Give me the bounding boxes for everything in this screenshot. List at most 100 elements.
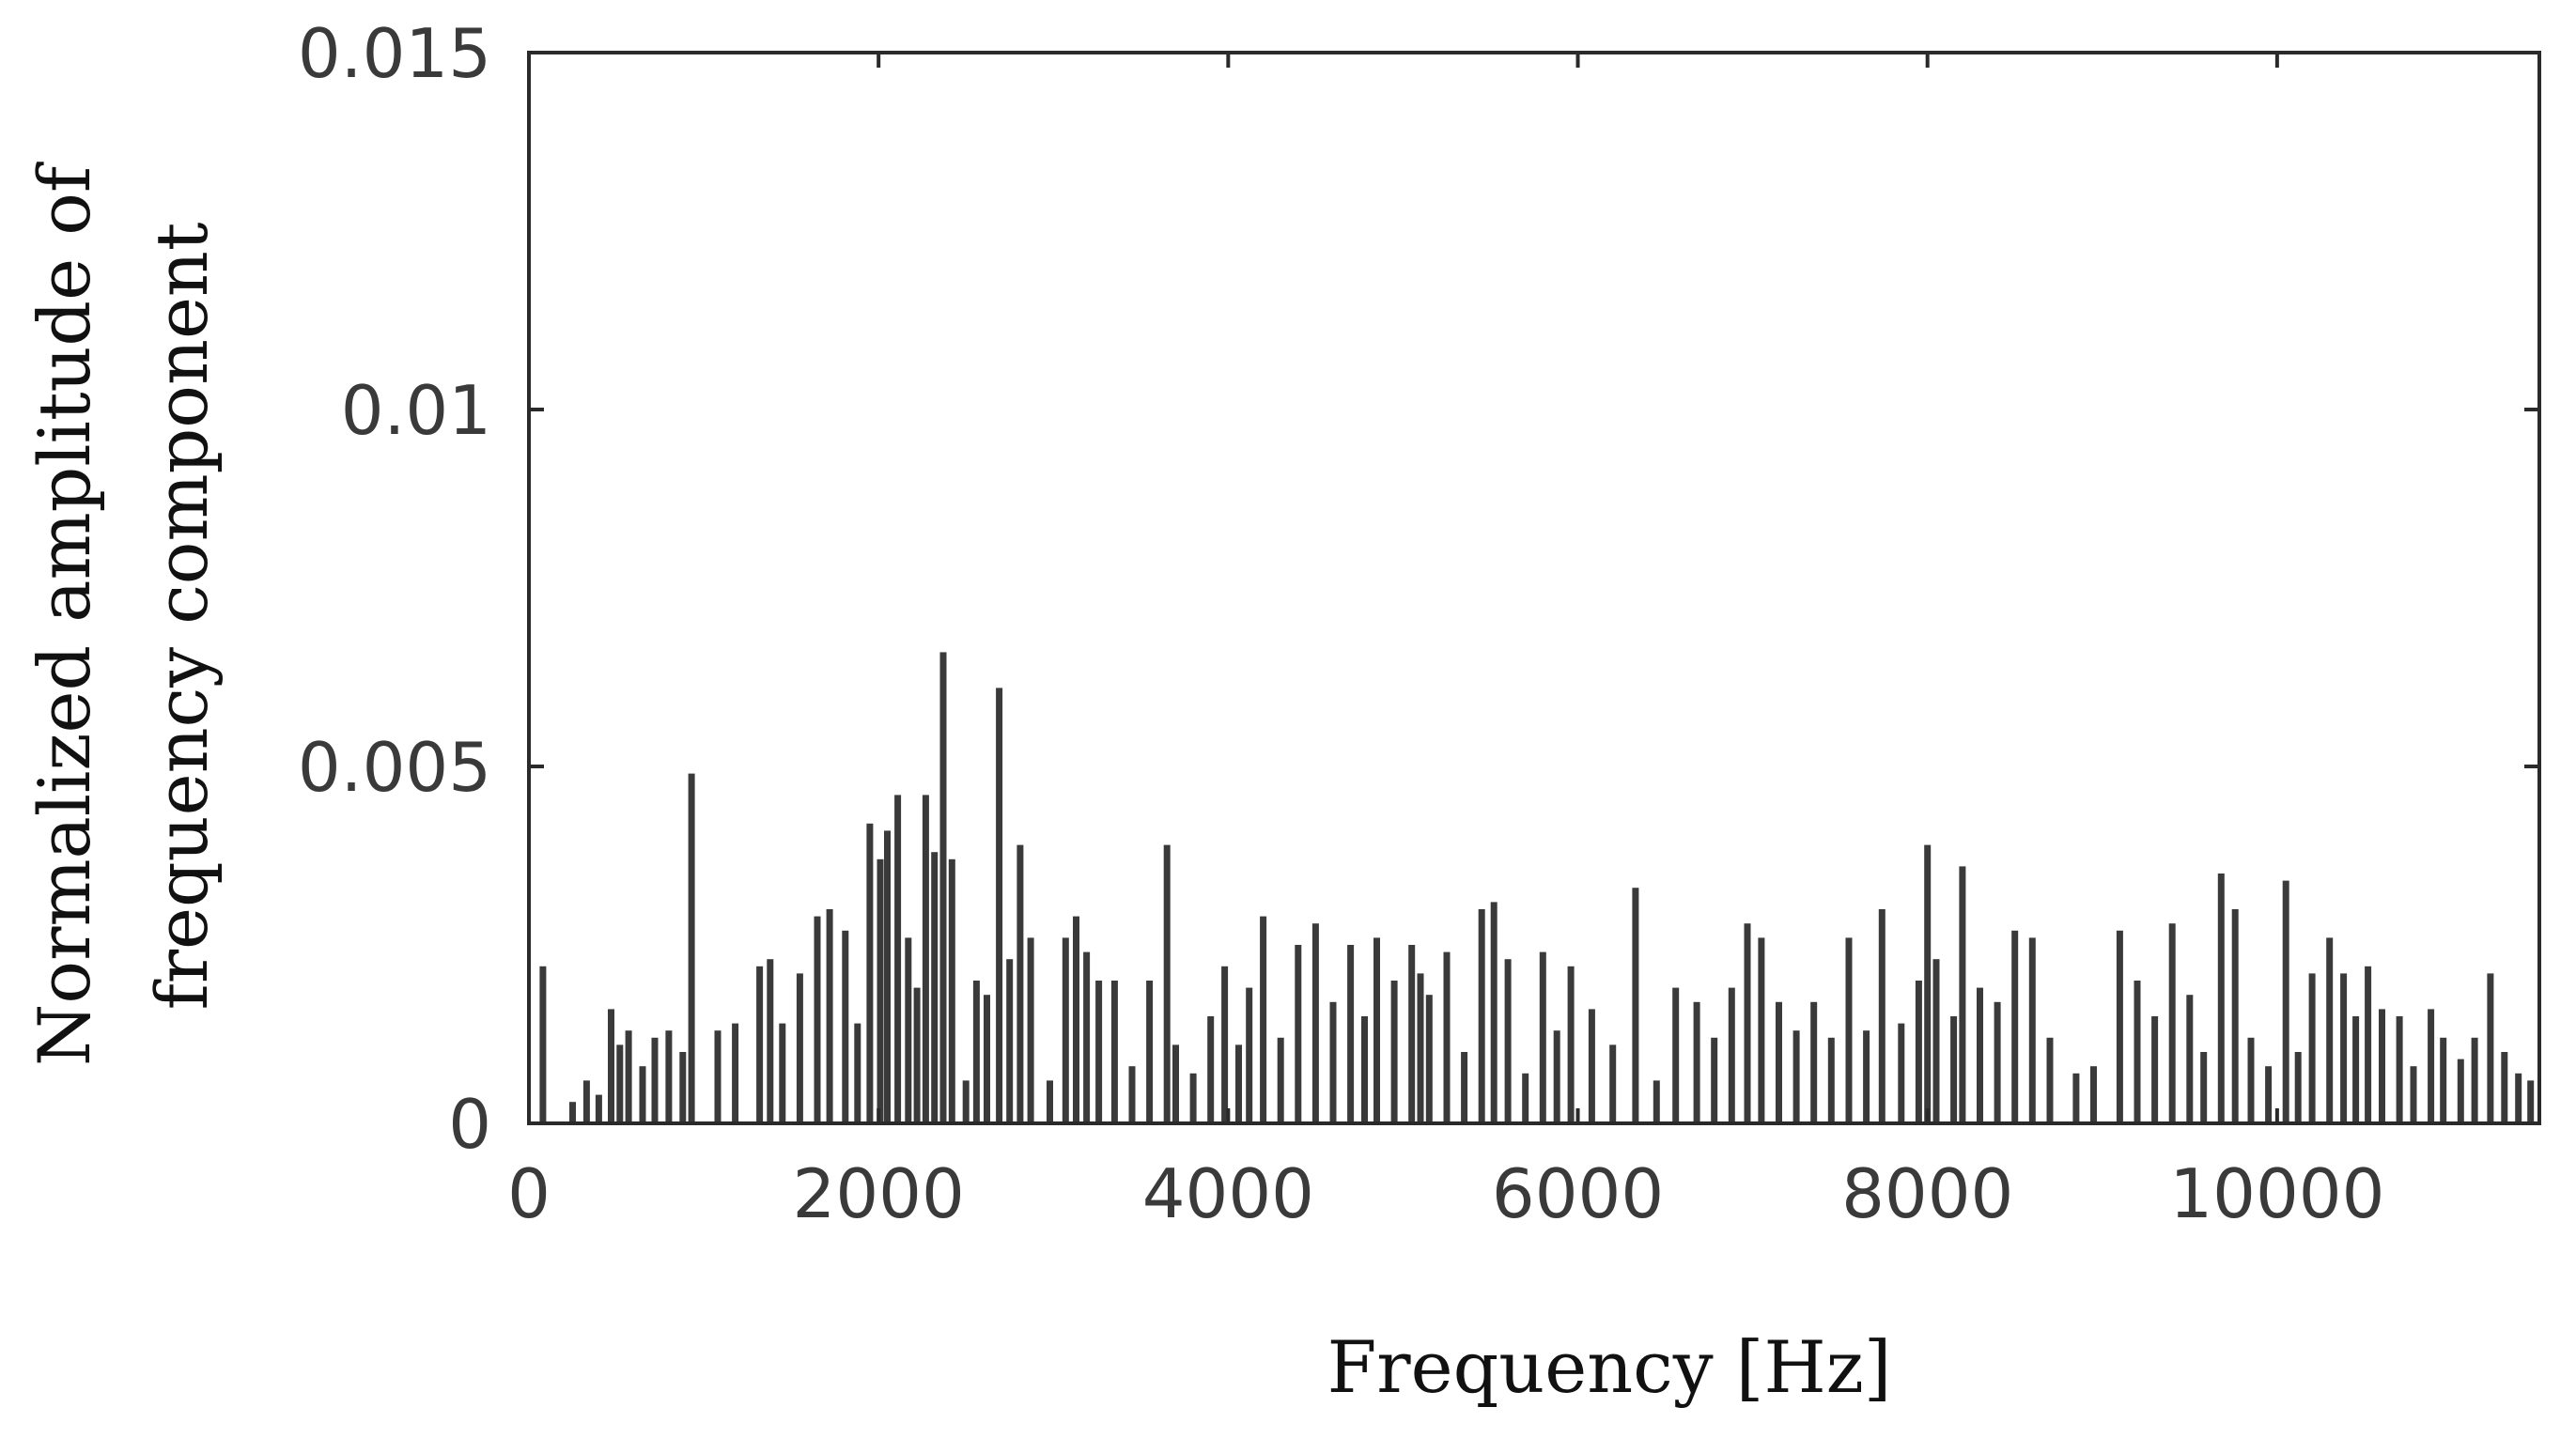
bar [1758,937,1765,1123]
bars-layer [539,652,2535,1123]
bar [1863,1030,1870,1123]
y-tick-label: 0.005 [298,728,491,807]
bar [1672,987,1680,1123]
bar [625,1030,632,1123]
bar [962,1080,970,1123]
bar [984,995,990,1123]
bar [877,858,884,1123]
bar [2116,930,2123,1123]
bar [1347,945,1355,1123]
y-tick-label: 0.01 [341,371,491,450]
bar [866,823,874,1123]
bar [1311,923,1319,1123]
bar [1016,844,1024,1123]
bar [1977,987,1983,1123]
bar [2501,1052,2508,1123]
bar [1373,937,1380,1123]
bar [1260,916,1267,1123]
x-tick-label: 4000 [1142,1154,1314,1233]
bar [931,852,939,1123]
bar [595,1094,602,1123]
bar [732,1023,739,1123]
bar [2186,995,2194,1123]
bar [1163,844,1171,1123]
bar [714,1030,722,1123]
bar [1027,937,1034,1123]
bar [1006,959,1014,1123]
bar [1932,959,1940,1123]
bar [2487,973,2494,1123]
bar [2471,1037,2478,1123]
bar [608,1009,614,1123]
bar [2365,966,2372,1123]
bar [996,688,1003,1123]
bar [2308,973,2316,1123]
bar [688,773,695,1123]
bar [1504,959,1512,1123]
bar [842,930,849,1123]
bar [2046,1037,2054,1123]
bar [1408,945,1416,1123]
bar [2072,1073,2080,1123]
bar [1277,1037,1284,1123]
bar [854,1023,861,1123]
bar [2090,1066,2097,1123]
bar [1110,981,1118,1123]
bar [1711,1037,1718,1123]
bar [539,966,547,1123]
bar [767,959,774,1123]
bar [1693,1001,1700,1123]
bar [913,987,921,1123]
bar [779,1023,786,1123]
bar [1653,1080,1660,1123]
bar [1776,1001,1782,1123]
bar [1047,1080,1053,1123]
bar [1221,966,1229,1123]
bar [2217,874,2225,1123]
bar [2200,1052,2208,1123]
bar [2326,937,2334,1123]
bar [1792,1030,1800,1123]
y-axis-title-line-2: frequency component [140,223,224,1011]
bar [1361,1016,1368,1123]
x-tick-label: 8000 [1841,1154,2013,1233]
bar [2282,880,2289,1123]
bar [1915,981,1922,1123]
bar [1329,1001,1337,1123]
bar [2134,981,2141,1123]
plot-frame [527,51,2541,1125]
y-tick-label: 0 [448,1085,491,1164]
bar [2151,1016,2159,1123]
bar [1959,866,1966,1123]
bar [1609,1044,1617,1123]
bar [1810,1001,1818,1123]
bar [2515,1073,2522,1123]
bar [1443,951,1451,1123]
bar [569,1102,576,1123]
bar [1128,1066,1136,1123]
y-tick-label: 0.015 [298,14,491,93]
y-axis-title-line-1: Normalized amplitude of [23,162,106,1066]
bar [922,795,929,1123]
bar [1924,844,1932,1123]
bar [1744,923,1751,1123]
x-axis-title: Frequency [Hz] [1327,1325,1892,1409]
bar [1073,916,1079,1123]
bar [2410,1066,2417,1123]
bar [972,981,980,1123]
bar [2527,1080,2535,1123]
bar [1235,1044,1242,1123]
bar [1994,1001,2001,1123]
bar [665,1030,673,1123]
bar [2231,909,2239,1123]
bar [1083,951,1091,1123]
bar [1522,1073,1529,1123]
bar [2440,1037,2447,1123]
bar [814,916,821,1123]
bar [1553,1030,1560,1123]
bar [582,1080,590,1123]
bar [1246,987,1253,1123]
bar [1478,909,1485,1123]
bar [1146,981,1154,1123]
